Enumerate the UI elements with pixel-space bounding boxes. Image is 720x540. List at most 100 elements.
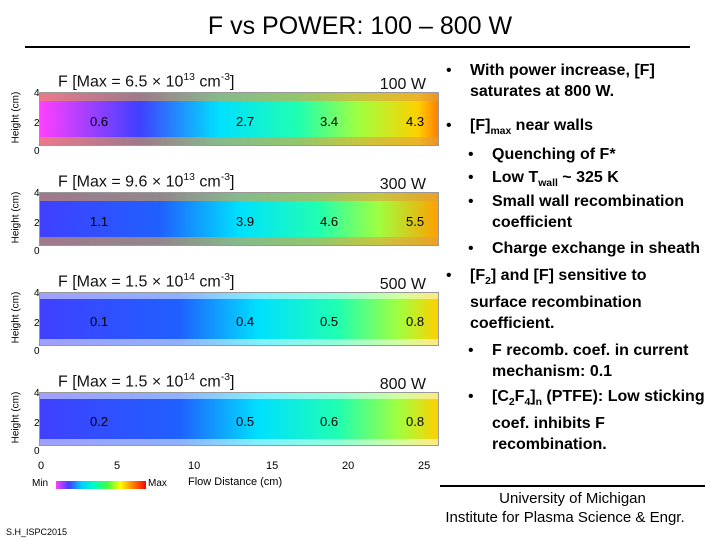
unit-exponent: -3 bbox=[220, 72, 230, 83]
slide-credit: S.H_ISPC2015 bbox=[6, 527, 68, 537]
max-exponent: 14 bbox=[183, 272, 195, 283]
panel-max-label: F [Max = 9.6 × 1013 cm-3] bbox=[58, 172, 234, 191]
text-part: near walls bbox=[511, 117, 594, 134]
density-contour-image bbox=[40, 93, 438, 145]
y-ticks: 4 2 0 bbox=[34, 188, 44, 268]
contour-value: 5.5 bbox=[406, 214, 425, 229]
contour-value: 3.9 bbox=[236, 214, 255, 229]
unit-text: cm bbox=[194, 273, 221, 291]
bullet-text: With power increase, [F] saturates at 80… bbox=[470, 62, 655, 100]
contour-value: 0.4 bbox=[236, 314, 255, 329]
contour-value: 0.5 bbox=[236, 414, 255, 429]
y-tick: 2 bbox=[34, 218, 40, 229]
panel-power: 500 W bbox=[379, 276, 426, 293]
unit-text: cm bbox=[194, 173, 221, 191]
y-tick: 4 bbox=[34, 88, 40, 99]
subscript: 2 bbox=[485, 276, 491, 288]
max-text: F [Max = 6.5 × 10 bbox=[58, 73, 184, 91]
subscript: 2 bbox=[508, 397, 515, 409]
density-field bbox=[39, 292, 439, 346]
contour-value: 2.7 bbox=[236, 114, 255, 129]
bullet-dot: • bbox=[446, 62, 452, 79]
panel-power: 300 W bbox=[379, 176, 426, 193]
panel-power: 800 W bbox=[379, 376, 426, 393]
density-contour-image bbox=[40, 293, 438, 345]
bullet-text: Charge exchange in sheath bbox=[492, 240, 701, 257]
bullet-text: [C2F4]n (PTFE): Low sticking coef. inhib… bbox=[492, 386, 708, 455]
x-tick: 20 bbox=[342, 460, 355, 472]
y-ticks: 4 2 0 bbox=[34, 88, 44, 168]
subscript: n bbox=[535, 397, 542, 409]
y-axis-label: Height (cm) bbox=[10, 191, 22, 244]
footer-institute: Institute for Plasma Science & Engr. bbox=[445, 509, 685, 526]
unit-text: cm bbox=[194, 373, 221, 391]
max-text: F [Max = 1.5 × 10 bbox=[58, 273, 184, 291]
y-ticks: 4 2 0 bbox=[34, 288, 44, 368]
unit-text: cm bbox=[194, 73, 221, 91]
contour-value: 0.1 bbox=[90, 314, 109, 329]
title-divider bbox=[25, 46, 690, 48]
bullet-dot: • bbox=[468, 193, 474, 210]
bullet-dot: • bbox=[446, 267, 452, 284]
unit-close: ] bbox=[230, 173, 235, 191]
y-tick: 0 bbox=[34, 246, 40, 257]
y-tick: 2 bbox=[34, 418, 40, 429]
max-exponent: 14 bbox=[183, 372, 195, 383]
density-contour-image bbox=[40, 193, 438, 245]
max-text: F [Max = 1.5 × 10 bbox=[58, 373, 184, 391]
density-field bbox=[39, 392, 439, 446]
colorbar: Min Max bbox=[32, 478, 167, 492]
max-text: F [Max = 9.6 × 10 bbox=[58, 173, 184, 191]
plot-panel-500w: Height (cm) 4 2 0 F [Max = 1.5 × 1014 bbox=[8, 270, 440, 370]
colorbar-max: Max bbox=[148, 478, 167, 489]
plot-panel-100w: Height (cm) 4 2 0 F [Max = 6.5 × 1013 bbox=[8, 70, 440, 170]
x-tick: 25 bbox=[418, 460, 431, 472]
contour-value: 0.8 bbox=[406, 314, 425, 329]
plot-panel-800w: Height (cm) 4 2 0 F [Max = 1.5 × 1014 bbox=[8, 370, 440, 470]
max-exponent: 13 bbox=[183, 72, 195, 83]
bullet-text: [F]max near walls bbox=[470, 115, 593, 142]
panel-max-label: F [Max = 6.5 × 1013 cm-3] bbox=[58, 72, 234, 91]
contour-value: 0.6 bbox=[90, 114, 109, 129]
y-tick: 4 bbox=[34, 388, 40, 399]
contour-value: 3.4 bbox=[320, 114, 339, 129]
x-tick: 0 bbox=[38, 460, 45, 472]
bullet-dot: • bbox=[468, 169, 474, 186]
text-part: ] and [F] sensitive to surface recombina… bbox=[470, 267, 647, 333]
x-tick: 10 bbox=[188, 460, 201, 472]
subscript: max bbox=[490, 126, 512, 138]
contour-value: 0.5 bbox=[320, 314, 339, 329]
y-tick: 0 bbox=[34, 146, 40, 157]
text-part: F bbox=[514, 388, 525, 405]
unit-exponent: -3 bbox=[220, 172, 230, 183]
bullet-dot: • bbox=[468, 146, 474, 163]
contour-value: 4.3 bbox=[406, 114, 425, 129]
bullet-text: Low Twall ~ 325 K bbox=[492, 167, 619, 194]
y-axis-label: Height (cm) bbox=[10, 291, 22, 344]
y-ticks: 4 2 0 bbox=[34, 388, 44, 468]
density-field bbox=[39, 192, 439, 246]
footer-divider bbox=[440, 485, 705, 487]
panel-power: 100 W bbox=[379, 76, 426, 93]
text-part: [F bbox=[470, 267, 486, 284]
contour-value: 0.2 bbox=[90, 414, 109, 429]
unit-close: ] bbox=[230, 373, 235, 391]
density-plots: Height (cm) 4 2 0 F [Max = 6.5 × 1013 bbox=[0, 60, 440, 500]
bullet-text: Small wall recombination coefficient bbox=[492, 193, 685, 231]
x-axis: 0 5 10 15 20 25 Flow Distance (cm) bbox=[38, 460, 438, 496]
footer-university: University of Michigan bbox=[499, 490, 646, 507]
contour-value: 0.8 bbox=[406, 414, 425, 429]
y-tick: 0 bbox=[34, 346, 40, 357]
unit-close: ] bbox=[230, 273, 235, 291]
bullet-text: F recomb. coef. in current mechanism: 0.… bbox=[492, 342, 689, 380]
y-tick: 4 bbox=[34, 288, 40, 299]
unit-exponent: -3 bbox=[220, 272, 230, 283]
bullet-dot: • bbox=[468, 240, 474, 257]
y-axis-label: Height (cm) bbox=[10, 391, 22, 444]
max-exponent: 13 bbox=[183, 172, 195, 183]
x-axis-label: Flow Distance (cm) bbox=[188, 476, 283, 488]
y-axis-label: Height (cm) bbox=[10, 91, 22, 144]
y-tick: 2 bbox=[34, 118, 40, 129]
text-part: Low T bbox=[492, 169, 539, 186]
subscript: 4 bbox=[524, 397, 531, 409]
